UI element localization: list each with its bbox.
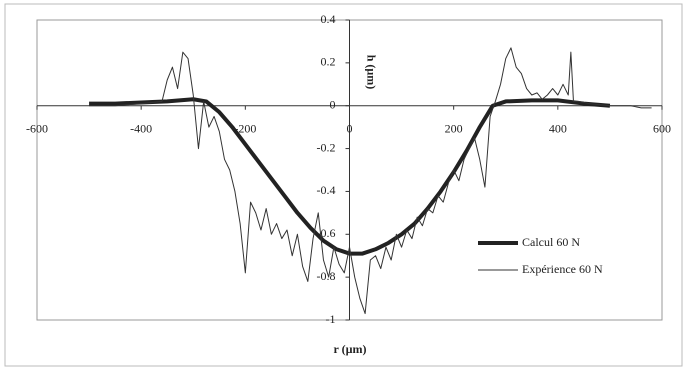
y-tick-label: -0.2 [317,140,336,154]
y-tick-label: 0.4 [321,12,336,26]
legend-label: Calcul 60 N [522,235,580,249]
x-axis-label: r (µm) [333,342,366,356]
legend-label: Expérience 60 N [522,262,603,276]
x-tick-label: -600 [26,121,48,135]
y-tick-label: -0.4 [317,183,336,197]
x-tick-label: 400 [549,121,567,135]
data-line [89,97,611,256]
x-tick-label: 200 [445,121,463,135]
y-axis-label: h (µm) [364,55,378,90]
y-tick-label: -1 [326,312,336,326]
x-tick-label: -200 [234,121,256,135]
x-tick-label: 600 [653,121,671,135]
data-line [89,47,652,315]
chart-frame [4,3,683,367]
x-tick-label: -400 [130,121,152,135]
y-tick-label: 0.2 [321,55,336,69]
x-tick-label: 0 [347,121,353,135]
y-tick-label: 0 [330,97,336,111]
y-tick-label: -0.8 [317,269,336,283]
